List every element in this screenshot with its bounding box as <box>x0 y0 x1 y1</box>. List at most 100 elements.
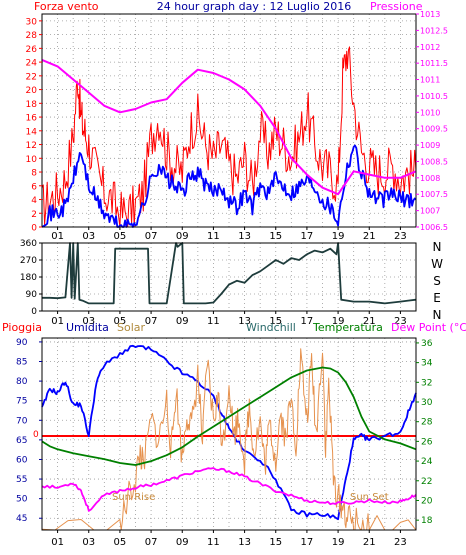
y-right-tick-label: 1008.5 <box>420 157 448 166</box>
compass-label: E <box>433 291 441 305</box>
y-right-tick-label: 1007 <box>420 207 440 216</box>
y-left-tick-label: 85 <box>16 358 27 368</box>
y-right-tick-label: 1009 <box>420 141 440 150</box>
thermo-y-right-ticks: 18 20 22 24 26 28 30 32 34 36 <box>416 339 433 526</box>
x-tick-label: 23 <box>394 537 407 548</box>
x-tick-label: 03 <box>82 316 95 327</box>
wind-average-line <box>41 144 417 228</box>
series-solar <box>41 348 417 531</box>
legend-humidity: Umidita <box>66 321 109 334</box>
y-right-tick-label: 32 <box>421 378 432 388</box>
x-tick-label: 11 <box>207 537 220 548</box>
series-windchill <box>41 467 417 512</box>
y-left-tick-label: 2 <box>31 210 37 220</box>
thermo-frame <box>41 337 417 531</box>
y-right-tick-label: 28 <box>421 418 433 428</box>
y-left-tick-label: 75 <box>16 397 27 407</box>
y-left-tick-label: 12 <box>26 141 37 151</box>
y-left-tick-label: 8 <box>31 169 37 179</box>
wind-y-right-ticks: 1006.5 1007 1007.5 1008 1008.5 1009 1009.5 1010… <box>416 10 448 232</box>
x-tick-label: 01 <box>51 316 64 327</box>
x-tick-label: 19 <box>332 537 345 548</box>
y-right-tick-label: 1011 <box>420 76 440 85</box>
thermo-grid <box>42 338 416 530</box>
y-right-tick-label: 18 <box>421 516 433 526</box>
y-left-tick-label: 10 <box>26 155 38 165</box>
y-left-tick-label: 26 <box>26 45 38 55</box>
x-tick-label: 19 <box>332 316 345 327</box>
y-left-tick-label: 22 <box>26 72 37 82</box>
y-right-tick-label: 1011.5 <box>420 59 448 68</box>
wind-x-ticks: 01 03 05 07 09 11 13 15 17 19 21 23 <box>51 227 407 242</box>
y-left-tick-label: 20 <box>26 86 38 96</box>
legend-solar: Solar <box>117 321 146 334</box>
x-tick-label: 09 <box>176 316 189 327</box>
y-left-tick-label: 65 <box>16 436 27 446</box>
x-tick-label: 11 <box>207 316 220 327</box>
y-left-tick-label: 0 <box>31 224 37 234</box>
y-right-tick-label: 22 <box>421 477 432 487</box>
thermo-x-ticks: 01 03 05 07 09 11 13 15 17 19 21 23 <box>51 530 407 548</box>
y-tick-label: 270 <box>20 256 37 266</box>
x-tick-label: 13 <box>238 231 251 242</box>
y-right-tick-label: 1013 <box>420 10 440 19</box>
x-tick-label: 03 <box>82 537 95 548</box>
direction-x-ticks: 01 03 05 07 09 11 13 15 17 19 21 23 <box>51 311 407 327</box>
wind-gust-line <box>41 46 417 228</box>
y-right-tick-label: 1006.5 <box>420 223 448 232</box>
y-right-tick-label: 36 <box>421 339 433 349</box>
compass-label: N <box>433 308 442 322</box>
legend-windchill: Windchill <box>246 321 296 334</box>
y-tick-label: 360 <box>20 239 37 249</box>
x-tick-label: 03 <box>82 231 95 242</box>
x-tick-label: 09 <box>176 231 189 242</box>
x-tick-label: 13 <box>238 537 251 548</box>
y-left-tick-label: 50 <box>16 495 28 505</box>
y-right-tick-label: 30 <box>421 398 433 408</box>
y-left-tick-label: 45 <box>16 514 27 524</box>
x-tick-label: 21 <box>363 231 376 242</box>
series-temperatura <box>41 366 417 466</box>
y-tick-label: 180 <box>20 273 37 283</box>
x-tick-label: 21 <box>363 537 376 548</box>
y-left-tick-label: 30 <box>26 17 38 27</box>
y-right-tick-label: 1007.5 <box>420 190 448 199</box>
y-tick-label: 0 <box>31 307 37 317</box>
compass-label: S <box>433 274 441 288</box>
y-right-tick-label: 1009.5 <box>420 125 448 134</box>
y-tick-label: 90 <box>26 290 38 300</box>
y-left-tick-label: 18 <box>26 100 38 110</box>
y-right-tick-label: 24 <box>421 457 433 467</box>
wind-title: 24 hour graph day : 12 Luglio 2016 <box>157 0 352 13</box>
x-tick-label: 07 <box>145 316 158 327</box>
pressure-line <box>41 58 417 196</box>
y-left-tick-label: 28 <box>26 31 38 41</box>
x-tick-label: 23 <box>394 316 407 327</box>
y-right-tick-label: 26 <box>421 437 433 447</box>
x-tick-label: 01 <box>51 537 64 548</box>
x-tick-label: 13 <box>238 316 251 327</box>
y-left-tick-label: 24 <box>26 59 38 69</box>
direction-y-ticks: 0 90 180 270 360 <box>20 239 42 317</box>
direction-series <box>42 242 417 305</box>
y-left-tick-label: 70 <box>16 416 28 426</box>
wind-series <box>41 46 417 228</box>
y-right-tick-label: 1012.5 <box>420 26 448 35</box>
y-left-tick-label: 60 <box>16 455 28 465</box>
y-right-tick-label: 20 <box>421 496 433 506</box>
y-right-tick-label: 1012 <box>420 43 440 52</box>
x-tick-label: 15 <box>269 537 282 548</box>
wind-left-label: Forza vento <box>34 0 99 13</box>
x-tick-label: 15 <box>269 231 282 242</box>
y-left-tick-label: 14 <box>26 127 38 137</box>
compass-label: W <box>431 257 443 271</box>
x-tick-label: 09 <box>176 537 189 548</box>
thermo-series <box>41 344 417 531</box>
series-umidita <box>41 344 417 521</box>
legend-dew-point: Dew Point (°C) <box>391 321 466 334</box>
thermo-y-left-ticks: 45 50 55 60 65 70 75 80 85 90 <box>16 338 42 524</box>
